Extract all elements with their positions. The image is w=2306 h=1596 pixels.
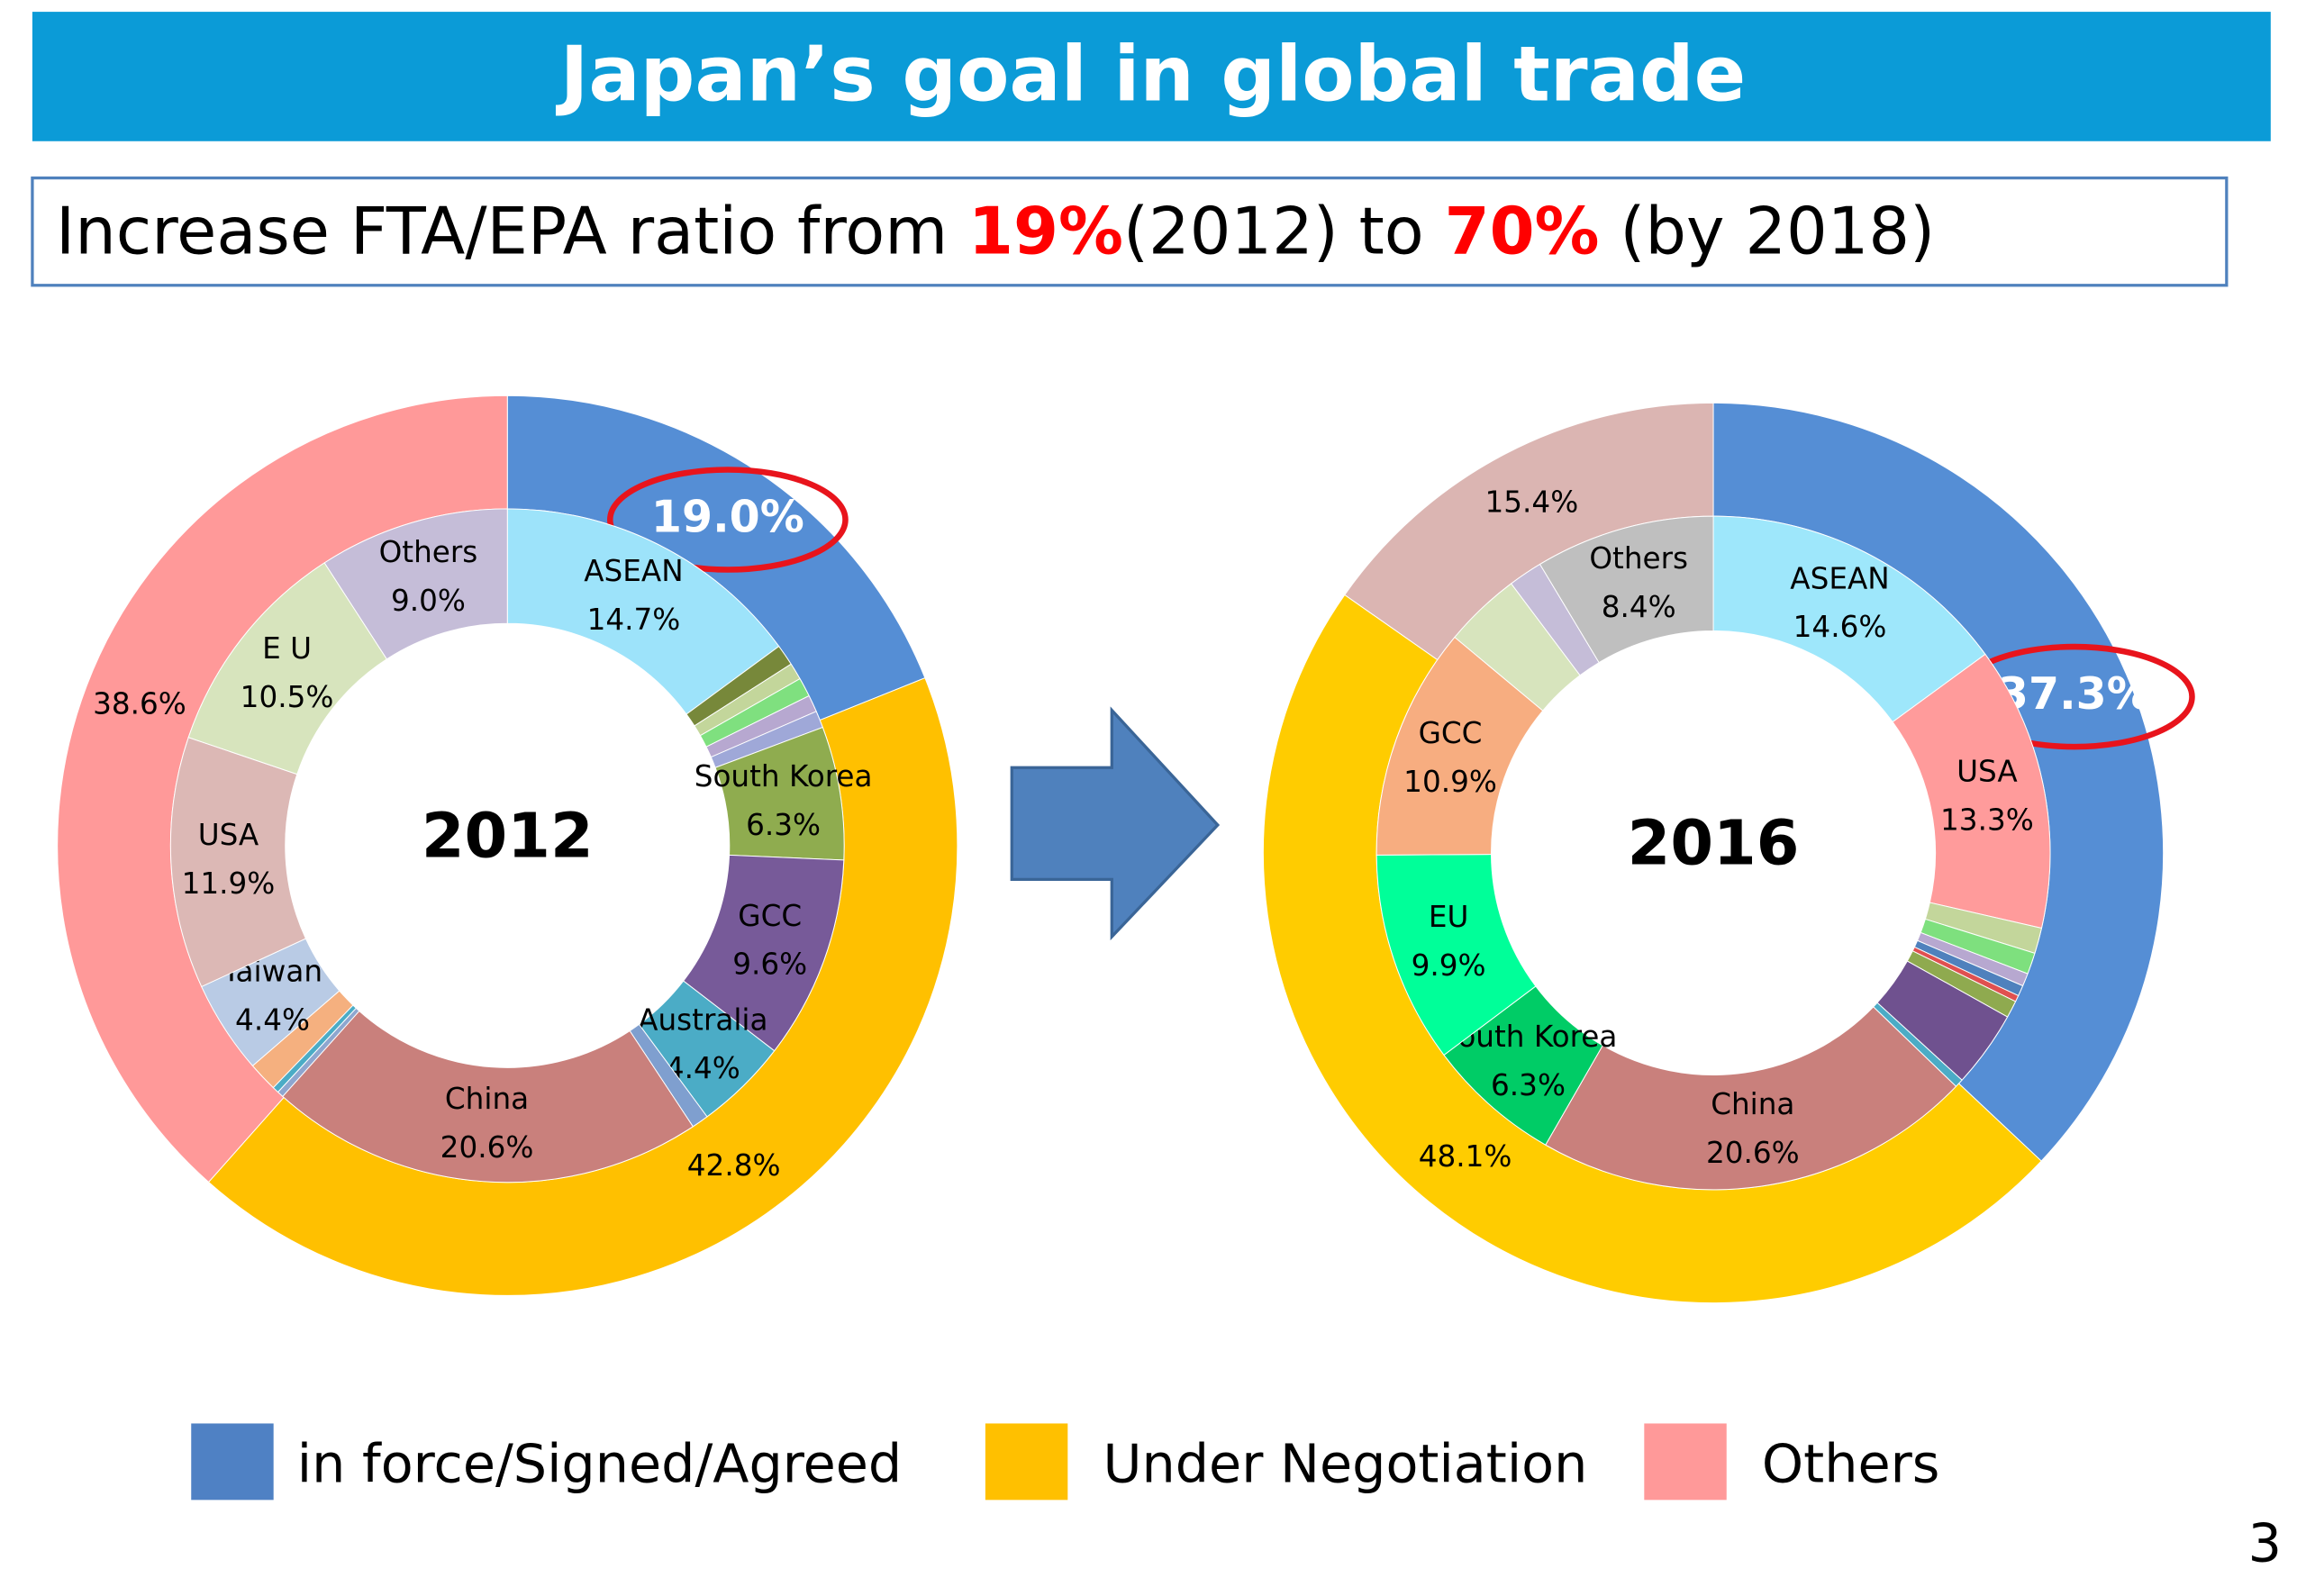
inner-value-label: 10.9% [1403, 765, 1497, 799]
center-label: 2012 [422, 800, 594, 872]
outer-value-label: 48.1% [1419, 1139, 1512, 1174]
subtitle: Increase FTA/EPA ratio from 19%(2012) to… [56, 193, 1935, 268]
legend-swatch [191, 1423, 274, 1501]
outer-value-label: 15.4% [1485, 485, 1579, 520]
subtitle-part: (2012) to [1123, 193, 1445, 268]
inner-category-label: China [445, 1082, 529, 1116]
inner-category-label: South Korea [695, 759, 873, 793]
inner-slice [1539, 515, 1714, 664]
inner-category-label: USA [1956, 754, 2018, 788]
subtitle-highlight: 70% [1445, 193, 1600, 268]
legend-label: Under Negotiation [1103, 1433, 1587, 1495]
inner-value-label: 14.7% [587, 603, 681, 637]
inner-slice [1545, 1006, 1957, 1191]
inner-value-label: 6.3% [1491, 1068, 1566, 1102]
inner-category-label: E U [262, 631, 312, 666]
inner-value-label: 9.6% [732, 948, 807, 982]
title: Japan’s goal in global trade [556, 31, 1747, 120]
inner-value-label: 9.9% [1412, 948, 1486, 983]
inner-category-label: USA [198, 818, 259, 852]
inner-value-label: 6.3% [746, 808, 821, 842]
page-number: 3 [2248, 1512, 2282, 1574]
inner-category-label: ASEAN [584, 554, 683, 588]
legend-label: Others [1762, 1433, 1939, 1495]
subtitle-part: (by 2018) [1600, 193, 1936, 268]
inner-category-label: Others [379, 535, 478, 569]
legend-swatch [1644, 1423, 1727, 1501]
outer-value-label: 38.6% [93, 687, 186, 721]
legend-swatch [985, 1423, 1068, 1501]
inner-slice [282, 1010, 694, 1183]
title-bar [32, 12, 2271, 141]
inner-value-label: 14.6% [1793, 610, 1887, 644]
inner-category-label: ASEAN [1790, 561, 1889, 595]
inner-value-label: 8.4% [1602, 590, 1676, 624]
inner-value-label: 4.4% [235, 1003, 310, 1038]
inner-category-label: Others [1589, 541, 1688, 576]
inner-value-label: 9.0% [391, 584, 466, 618]
inner-value-label: 13.3% [1940, 803, 2034, 837]
inner-category-label: GCC [1419, 716, 1483, 750]
inner-category-label: Australia [638, 1002, 767, 1037]
arrow [1010, 706, 1221, 941]
outer-value-label: 42.8% [687, 1148, 781, 1183]
legend-label: in force/Signed/Agreed [297, 1433, 902, 1495]
outer-value-label: 19.0% [651, 492, 804, 543]
subtitle-highlight: 19% [968, 193, 1123, 268]
subtitle-part: Increase FTA/EPA ratio from [56, 193, 968, 268]
inner-category-label: EU [1429, 900, 1469, 934]
outer-value-label: 37.3% [1998, 668, 2151, 720]
subtitle-box [31, 176, 2229, 287]
inner-value-label: 20.6% [440, 1130, 534, 1165]
inner-value-label: 11.9% [182, 866, 276, 901]
inner-slice [323, 508, 508, 660]
highlight-ellipse [607, 467, 849, 573]
center-label: 2016 [1628, 807, 1800, 879]
inner-category-label: China [1711, 1087, 1794, 1121]
inner-value-label: 20.6% [1706, 1136, 1800, 1170]
inner-value-label: 10.5% [241, 680, 334, 714]
inner-category-label: GCC [738, 899, 802, 933]
